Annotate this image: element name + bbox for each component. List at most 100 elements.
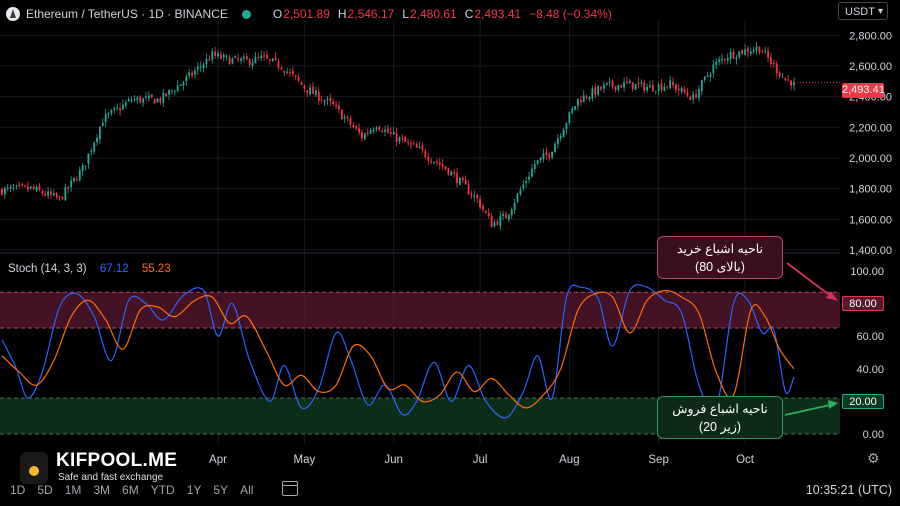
candle-body <box>15 185 18 187</box>
candle-body <box>188 72 191 76</box>
candle-body <box>280 68 283 70</box>
candle-body <box>182 82 185 86</box>
timeframe-3m[interactable]: 3M <box>93 483 111 497</box>
candle-body <box>196 66 199 70</box>
candle-body <box>536 160 539 164</box>
candle-body <box>568 112 571 124</box>
candle-body <box>459 177 461 185</box>
candle-body <box>366 132 369 134</box>
candle-body <box>542 153 545 159</box>
candle-body <box>657 84 660 91</box>
candle-body <box>372 129 375 132</box>
candle-body <box>387 128 389 133</box>
stoch-d-line <box>1 289 795 409</box>
candle-body <box>631 82 634 89</box>
candle-body <box>274 57 277 60</box>
calendar-icon[interactable] <box>282 481 298 496</box>
candle-body <box>90 150 93 152</box>
candlestick-series <box>1 41 840 231</box>
high-label: H <box>337 7 347 21</box>
candle-body <box>101 123 104 127</box>
candle-body <box>749 51 752 54</box>
candle-body <box>349 118 352 125</box>
candle-body <box>510 209 513 216</box>
candle-body <box>358 128 361 133</box>
candle-body <box>392 132 395 135</box>
timeframe-ytd[interactable]: YTD <box>150 483 175 497</box>
indicator-legend[interactable]: Stoch (14, 3, 3) 67.12 55.23 <box>8 263 171 275</box>
candle-body <box>35 187 38 191</box>
candle-body <box>597 86 600 95</box>
candle-body <box>133 99 136 101</box>
overbought-zone <box>0 292 840 329</box>
open-label: O <box>272 7 283 21</box>
candle-body <box>289 71 291 73</box>
candle-body <box>793 82 795 86</box>
candle-body <box>150 94 153 98</box>
candle-body <box>496 221 499 225</box>
candle-body <box>571 108 574 113</box>
timeframe-6m[interactable]: 6M <box>122 483 139 497</box>
candle-body <box>96 137 98 142</box>
candle-body <box>217 53 219 57</box>
symbol-title[interactable]: Ethereum / TetherUS · 1D · BINANCE <box>26 7 228 21</box>
candle-body <box>1 188 3 195</box>
candle-body <box>781 76 784 78</box>
timeframe-1m[interactable]: 1M <box>64 483 82 497</box>
candle-body <box>326 98 329 101</box>
candle-body <box>303 85 306 89</box>
candle-body <box>666 86 669 88</box>
timeframe-5d[interactable]: 5D <box>37 483 53 497</box>
candle-body <box>735 57 738 60</box>
candle-body <box>171 90 173 92</box>
candle-body <box>473 195 476 197</box>
candle-body <box>257 56 260 58</box>
candle-body <box>723 59 726 61</box>
candle-body <box>577 98 579 106</box>
candle-body <box>260 55 263 59</box>
candle-body <box>87 153 90 164</box>
candle-body <box>6 187 9 189</box>
candle-body <box>479 198 481 208</box>
currency-dropdown[interactable]: USDT <box>838 2 888 21</box>
candle-body <box>761 51 764 53</box>
candle-body <box>254 56 257 64</box>
candle-body <box>565 123 568 130</box>
candle-body <box>248 59 251 65</box>
candle-body <box>81 165 84 172</box>
candle-body <box>335 105 337 107</box>
candle-body <box>277 61 280 68</box>
candle-body <box>461 177 464 181</box>
candle-body <box>263 55 265 57</box>
candle-body <box>136 97 139 101</box>
candle-body <box>418 146 421 148</box>
timeframe-1y[interactable]: 1Y <box>186 483 202 497</box>
candle-body <box>646 86 649 91</box>
candle-body <box>770 57 772 64</box>
candle-body <box>643 82 646 91</box>
candle-body <box>156 98 159 103</box>
close-value: 2,493.41 <box>474 7 522 21</box>
candle-body <box>585 96 588 98</box>
candle-body <box>317 91 320 101</box>
candle-body <box>522 184 525 189</box>
candle-body <box>266 55 268 59</box>
candle-body <box>438 162 441 165</box>
timeframe-all[interactable]: All <box>240 483 254 497</box>
candle-body <box>654 91 657 93</box>
candle-body <box>219 54 222 59</box>
candle-body <box>775 63 778 74</box>
timeframe-5y[interactable]: 5Y <box>213 483 229 497</box>
candle-body <box>712 64 715 74</box>
timeframe-1d[interactable]: 1D <box>10 483 26 497</box>
settings-icon[interactable]: ⚙ <box>867 450 880 466</box>
candle-body <box>752 49 755 51</box>
candle-body <box>104 114 107 122</box>
utc-clock[interactable]: 10:35:21 (UTC) <box>805 483 892 497</box>
candle-body <box>637 82 640 85</box>
price-tick-label: 2,600.00 <box>849 61 892 73</box>
candle-body <box>228 56 231 65</box>
candle-body <box>772 62 775 64</box>
candle-body <box>401 138 404 140</box>
candle-body <box>306 90 309 93</box>
